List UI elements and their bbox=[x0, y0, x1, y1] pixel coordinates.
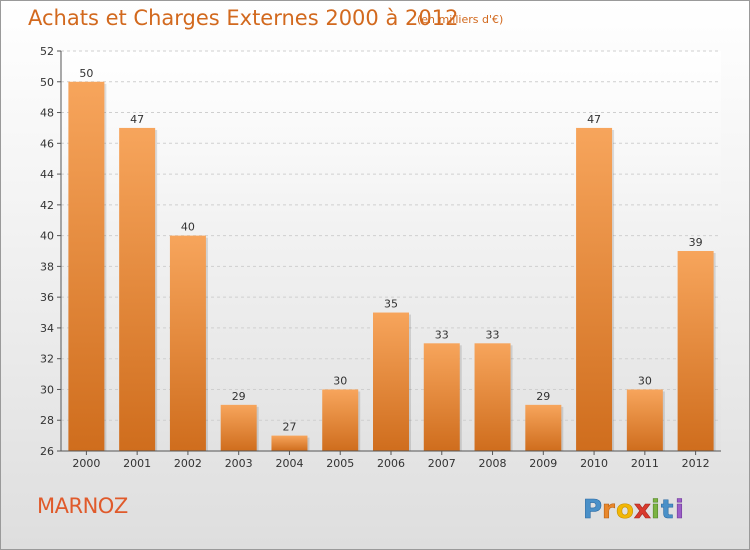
y-tick-label: 28 bbox=[40, 414, 54, 427]
x-tick-label: 2008 bbox=[479, 457, 507, 470]
data-label: 47 bbox=[130, 113, 144, 126]
x-tick-label: 2011 bbox=[631, 457, 659, 470]
bar bbox=[677, 251, 714, 451]
svg-text:P: P bbox=[583, 495, 602, 525]
y-tick-label: 50 bbox=[40, 76, 54, 89]
data-label: 33 bbox=[486, 328, 500, 341]
data-label: 30 bbox=[333, 374, 347, 387]
x-tick-label: 2006 bbox=[377, 457, 405, 470]
bar bbox=[373, 312, 409, 451]
y-tick-label: 30 bbox=[40, 383, 54, 396]
x-tick-label: 2007 bbox=[428, 457, 456, 470]
x-tick-label: 2004 bbox=[275, 457, 303, 470]
data-label: 40 bbox=[181, 221, 195, 234]
x-tick-label: 2000 bbox=[72, 457, 100, 470]
data-label: 27 bbox=[282, 421, 296, 434]
svg-text:o: o bbox=[616, 495, 634, 525]
y-tick-label: 36 bbox=[40, 291, 54, 304]
bar bbox=[169, 235, 206, 451]
y-tick-label: 46 bbox=[40, 137, 54, 150]
commune-name: MARNOZ bbox=[37, 494, 128, 518]
bar bbox=[626, 389, 663, 451]
x-tick-label: 2012 bbox=[682, 457, 710, 470]
data-label: 35 bbox=[384, 298, 398, 311]
bar bbox=[474, 343, 511, 451]
y-tick-label: 34 bbox=[40, 322, 54, 335]
y-tick-label: 44 bbox=[40, 168, 54, 181]
data-label: 39 bbox=[689, 236, 703, 249]
x-tick-label: 2005 bbox=[326, 457, 354, 470]
data-label: 29 bbox=[232, 390, 246, 403]
x-tick-label: 2009 bbox=[529, 457, 557, 470]
y-tick-label: 32 bbox=[40, 353, 54, 366]
data-label: 30 bbox=[638, 374, 652, 387]
y-tick-label: 52 bbox=[40, 45, 54, 58]
bar bbox=[525, 404, 562, 451]
svg-text:t: t bbox=[661, 495, 673, 525]
svg-text:x: x bbox=[634, 495, 651, 525]
data-label: 47 bbox=[587, 113, 601, 126]
bar bbox=[119, 127, 156, 451]
bar bbox=[68, 81, 105, 452]
x-tick-label: 2001 bbox=[123, 457, 151, 470]
bar bbox=[576, 127, 613, 451]
chart-subtitle: (en milliers d'€) bbox=[417, 13, 504, 26]
svg-text:r: r bbox=[602, 495, 615, 525]
svg-text:i: i bbox=[651, 495, 660, 525]
x-tick-label: 2010 bbox=[580, 457, 608, 470]
bar bbox=[220, 404, 257, 451]
bar bbox=[271, 435, 308, 451]
bar bbox=[322, 389, 359, 451]
x-tick-label: 2002 bbox=[174, 457, 202, 470]
data-label: 29 bbox=[536, 390, 550, 403]
data-label: 50 bbox=[79, 67, 93, 80]
chart-title: Achats et Charges Externes 2000 à 2012 bbox=[28, 6, 459, 30]
proxiti-logo: P r o x i t i bbox=[583, 495, 684, 526]
bar bbox=[423, 343, 460, 451]
svg-text:i: i bbox=[675, 495, 684, 525]
y-tick-label: 42 bbox=[40, 199, 54, 212]
y-tick-label: 40 bbox=[40, 230, 54, 243]
y-tick-label: 38 bbox=[40, 260, 54, 273]
x-tick-label: 2003 bbox=[225, 457, 253, 470]
y-tick-label: 26 bbox=[40, 445, 54, 458]
y-tick-label: 48 bbox=[40, 107, 54, 120]
data-label: 33 bbox=[435, 328, 449, 341]
